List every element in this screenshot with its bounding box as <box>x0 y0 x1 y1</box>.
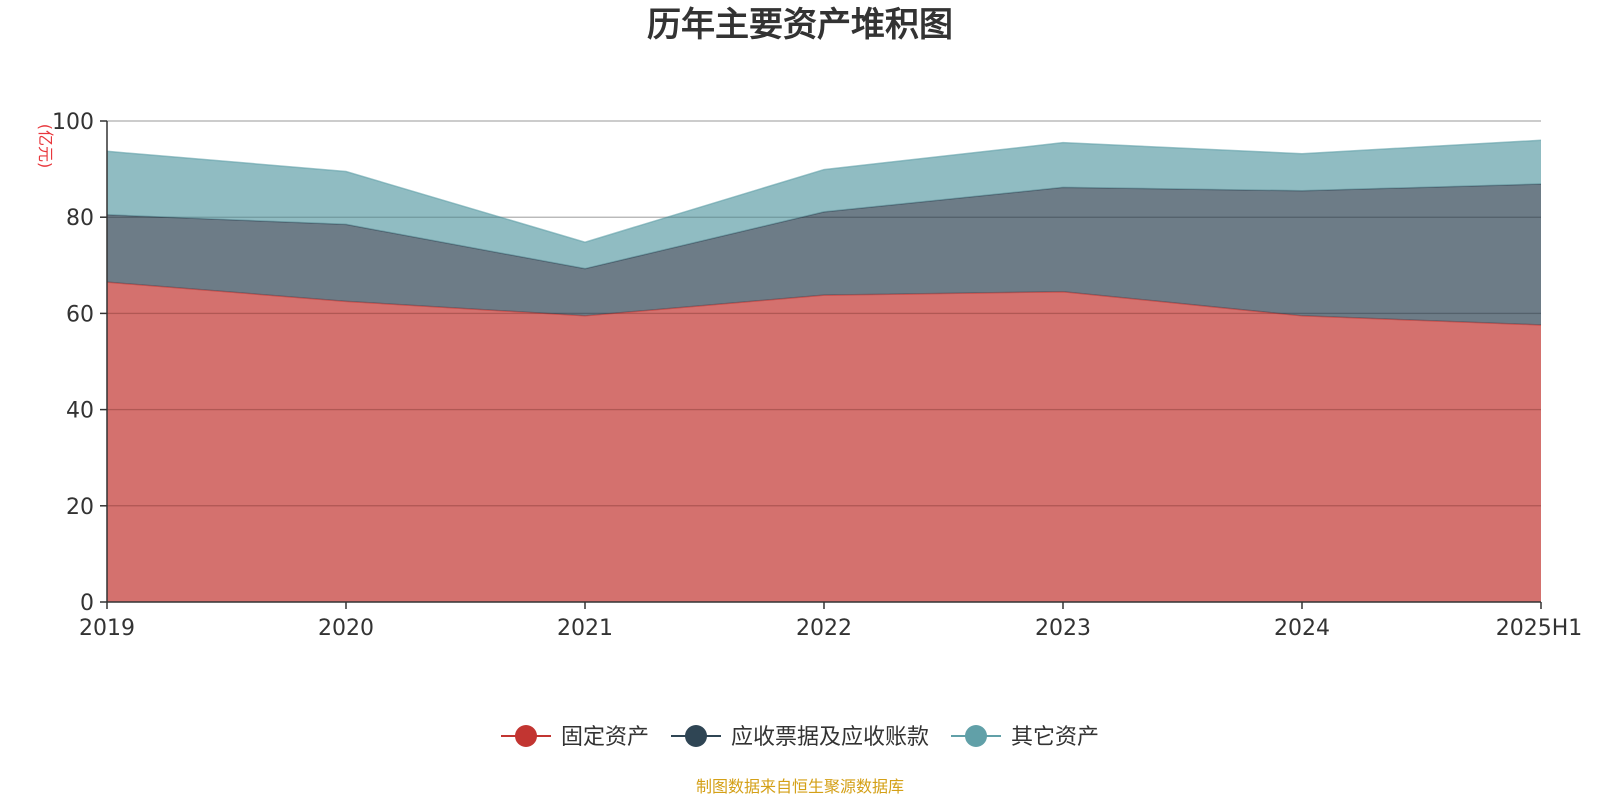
legend-marker <box>965 725 987 747</box>
x-tick-label: 2022 <box>796 616 852 641</box>
legend[interactable]: 固定资产 应收票据及应收账款 其它资产 <box>501 725 1099 750</box>
x-tick-label: 2019 <box>79 616 135 641</box>
y-tick-label: 60 <box>66 302 94 327</box>
area-edge-3 <box>106 139 1542 243</box>
chart-title: 历年主要资产堆积图 <box>647 5 953 45</box>
x-tick-label: 2025H1 <box>1496 616 1583 641</box>
y-tick-label: 100 <box>52 110 94 135</box>
legend-item-3[interactable]: 其它资产 <box>951 725 1099 750</box>
data-source-note: 制图数据来自恒生聚源数据库 <box>696 777 904 796</box>
y-tick-label: 20 <box>66 495 94 520</box>
y-tick-label: 40 <box>66 399 94 424</box>
axes: 0 20 40 60 80 100 2019 2020 2021 2022 2023 2024 2025… <box>52 110 1582 641</box>
legend-label: 固定资产 <box>561 725 649 750</box>
y-axis-unit: (亿元) <box>36 124 55 169</box>
legend-marker <box>685 725 707 747</box>
x-tick-label: 2023 <box>1035 616 1091 641</box>
legend-item-1[interactable]: 固定资产 <box>501 725 649 750</box>
area-2 <box>107 184 1541 325</box>
y-tick-label: 0 <box>80 591 94 616</box>
x-tick-label: 2021 <box>557 616 613 641</box>
area-series <box>106 139 1542 602</box>
area-1 <box>107 282 1541 602</box>
legend-item-2[interactable]: 应收票据及应收账款 <box>671 725 929 750</box>
x-tick-label: 2024 <box>1274 616 1330 641</box>
area-3 <box>107 140 1541 269</box>
x-tick-label: 2020 <box>318 616 374 641</box>
legend-label: 其它资产 <box>1011 725 1099 750</box>
overlay-grid-lines <box>107 120 1541 507</box>
y-tick-label: 80 <box>66 206 94 231</box>
legend-marker <box>515 725 537 747</box>
legend-label: 应收票据及应收账款 <box>731 725 929 750</box>
